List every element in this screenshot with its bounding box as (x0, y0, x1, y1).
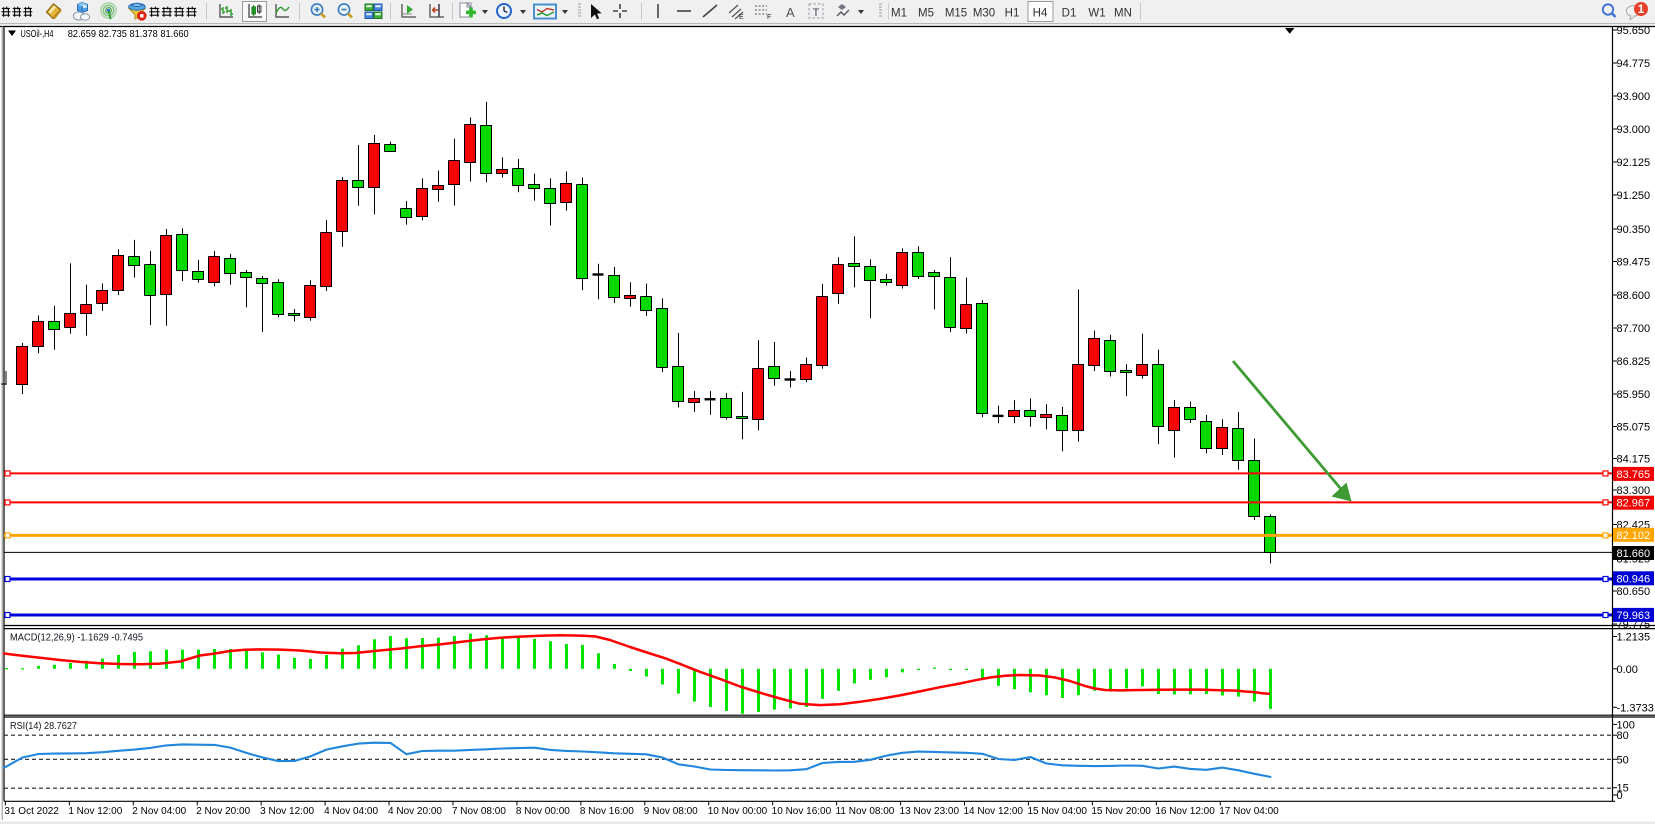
svg-text:1 Nov 12:00: 1 Nov 12:00 (68, 806, 122, 817)
svg-text:M15: M15 (945, 8, 967, 20)
svg-text:3 Nov 12:00: 3 Nov 12:00 (260, 806, 314, 817)
svg-text:90.350: 90.350 (1617, 224, 1651, 236)
svg-text:95.650: 95.650 (1617, 25, 1651, 37)
svg-text:MACD(12,26,9) -1.1629 -0.7495: MACD(12,26,9) -1.1629 -0.7495 (10, 632, 143, 644)
svg-text:D1: D1 (1062, 8, 1077, 20)
svg-text:94.775: 94.775 (1617, 58, 1651, 70)
svg-text:-1.3733: -1.3733 (1617, 702, 1654, 714)
svg-text:H4: H4 (1033, 8, 1048, 20)
svg-text:50: 50 (1617, 754, 1629, 766)
svg-text:93.900: 93.900 (1617, 91, 1651, 103)
svg-text:15 Nov 20:00: 15 Nov 20:00 (1091, 806, 1151, 817)
svg-text:4 Nov 04:00: 4 Nov 04:00 (324, 806, 378, 817)
svg-text:M30: M30 (973, 8, 995, 20)
svg-text:92.125: 92.125 (1617, 157, 1651, 169)
svg-text:13 Nov 23:00: 13 Nov 23:00 (900, 806, 960, 817)
svg-text:82.102: 82.102 (1617, 530, 1651, 542)
svg-text:E: E (739, 14, 744, 21)
svg-text:79.963: 79.963 (1617, 610, 1651, 622)
svg-text:80: 80 (1617, 730, 1629, 742)
svg-text:82.967: 82.967 (1617, 498, 1651, 510)
svg-text:100: 100 (1617, 719, 1635, 731)
svg-text:83.765: 83.765 (1617, 469, 1651, 481)
svg-text:80.650: 80.650 (1617, 586, 1651, 598)
svg-text:1: 1 (1638, 2, 1645, 16)
svg-text:79.775: 79.775 (1617, 619, 1651, 631)
svg-text:RSI(14) 28.7627: RSI(14) 28.7627 (10, 720, 77, 732)
svg-text:MN: MN (1114, 8, 1132, 20)
svg-text:M1: M1 (891, 8, 907, 20)
svg-text:31 Oct 2022: 31 Oct 2022 (4, 806, 59, 817)
svg-text:A: A (786, 5, 795, 20)
svg-text:83.300: 83.300 (1617, 485, 1651, 497)
svg-text:82.659 82.735 81.378 81.660: 82.659 82.735 81.378 81.660 (68, 28, 189, 40)
svg-text:1.2135: 1.2135 (1617, 632, 1651, 644)
svg-text:80.946: 80.946 (1617, 573, 1651, 585)
svg-text:H1: H1 (1005, 8, 1020, 20)
svg-text:88.600: 88.600 (1617, 290, 1651, 302)
svg-text:8 Nov 00:00: 8 Nov 00:00 (516, 806, 570, 817)
svg-text:93.000: 93.000 (1617, 124, 1651, 136)
svg-text:16 Nov 12:00: 16 Nov 12:00 (1155, 806, 1215, 817)
svg-text:10 Nov 16:00: 10 Nov 16:00 (772, 806, 832, 817)
svg-text:9 Nov 08:00: 9 Nov 08:00 (644, 806, 698, 817)
svg-text:7 Nov 08:00: 7 Nov 08:00 (452, 806, 506, 817)
svg-text:85.075: 85.075 (1617, 422, 1651, 434)
svg-text:W1: W1 (1088, 8, 1105, 20)
svg-text:17 Nov 04:00: 17 Nov 04:00 (1219, 806, 1279, 817)
svg-text:85.950: 85.950 (1617, 389, 1651, 401)
svg-text:81.660: 81.660 (1617, 548, 1651, 560)
svg-text:4 Nov 20:00: 4 Nov 20:00 (388, 806, 442, 817)
svg-text:15 Nov 04:00: 15 Nov 04:00 (1027, 806, 1087, 817)
svg-text:0.00: 0.00 (1617, 664, 1638, 676)
svg-text:0: 0 (1617, 790, 1623, 802)
svg-text:89.475: 89.475 (1617, 257, 1651, 269)
svg-text:8 Nov 16:00: 8 Nov 16:00 (580, 806, 634, 817)
svg-text:87.700: 87.700 (1617, 323, 1651, 335)
svg-text:14 Nov 12:00: 14 Nov 12:00 (964, 806, 1024, 817)
svg-text:T: T (813, 7, 820, 19)
svg-text:15: 15 (1617, 783, 1629, 795)
svg-text:M5: M5 (918, 8, 934, 20)
svg-text:10 Nov 00:00: 10 Nov 00:00 (708, 806, 768, 817)
svg-text:84.175: 84.175 (1617, 454, 1651, 466)
svg-text:2 Nov 04:00: 2 Nov 04:00 (132, 806, 186, 817)
svg-text:11 Nov 08:00: 11 Nov 08:00 (836, 806, 895, 817)
svg-text:F: F (767, 14, 771, 21)
svg-text:91.250: 91.250 (1617, 190, 1651, 202)
svg-text:2 Nov 20:00: 2 Nov 20:00 (196, 806, 250, 817)
svg-text:USOil-,H4: USOil-,H4 (21, 28, 54, 40)
svg-text:86.825: 86.825 (1617, 356, 1651, 368)
